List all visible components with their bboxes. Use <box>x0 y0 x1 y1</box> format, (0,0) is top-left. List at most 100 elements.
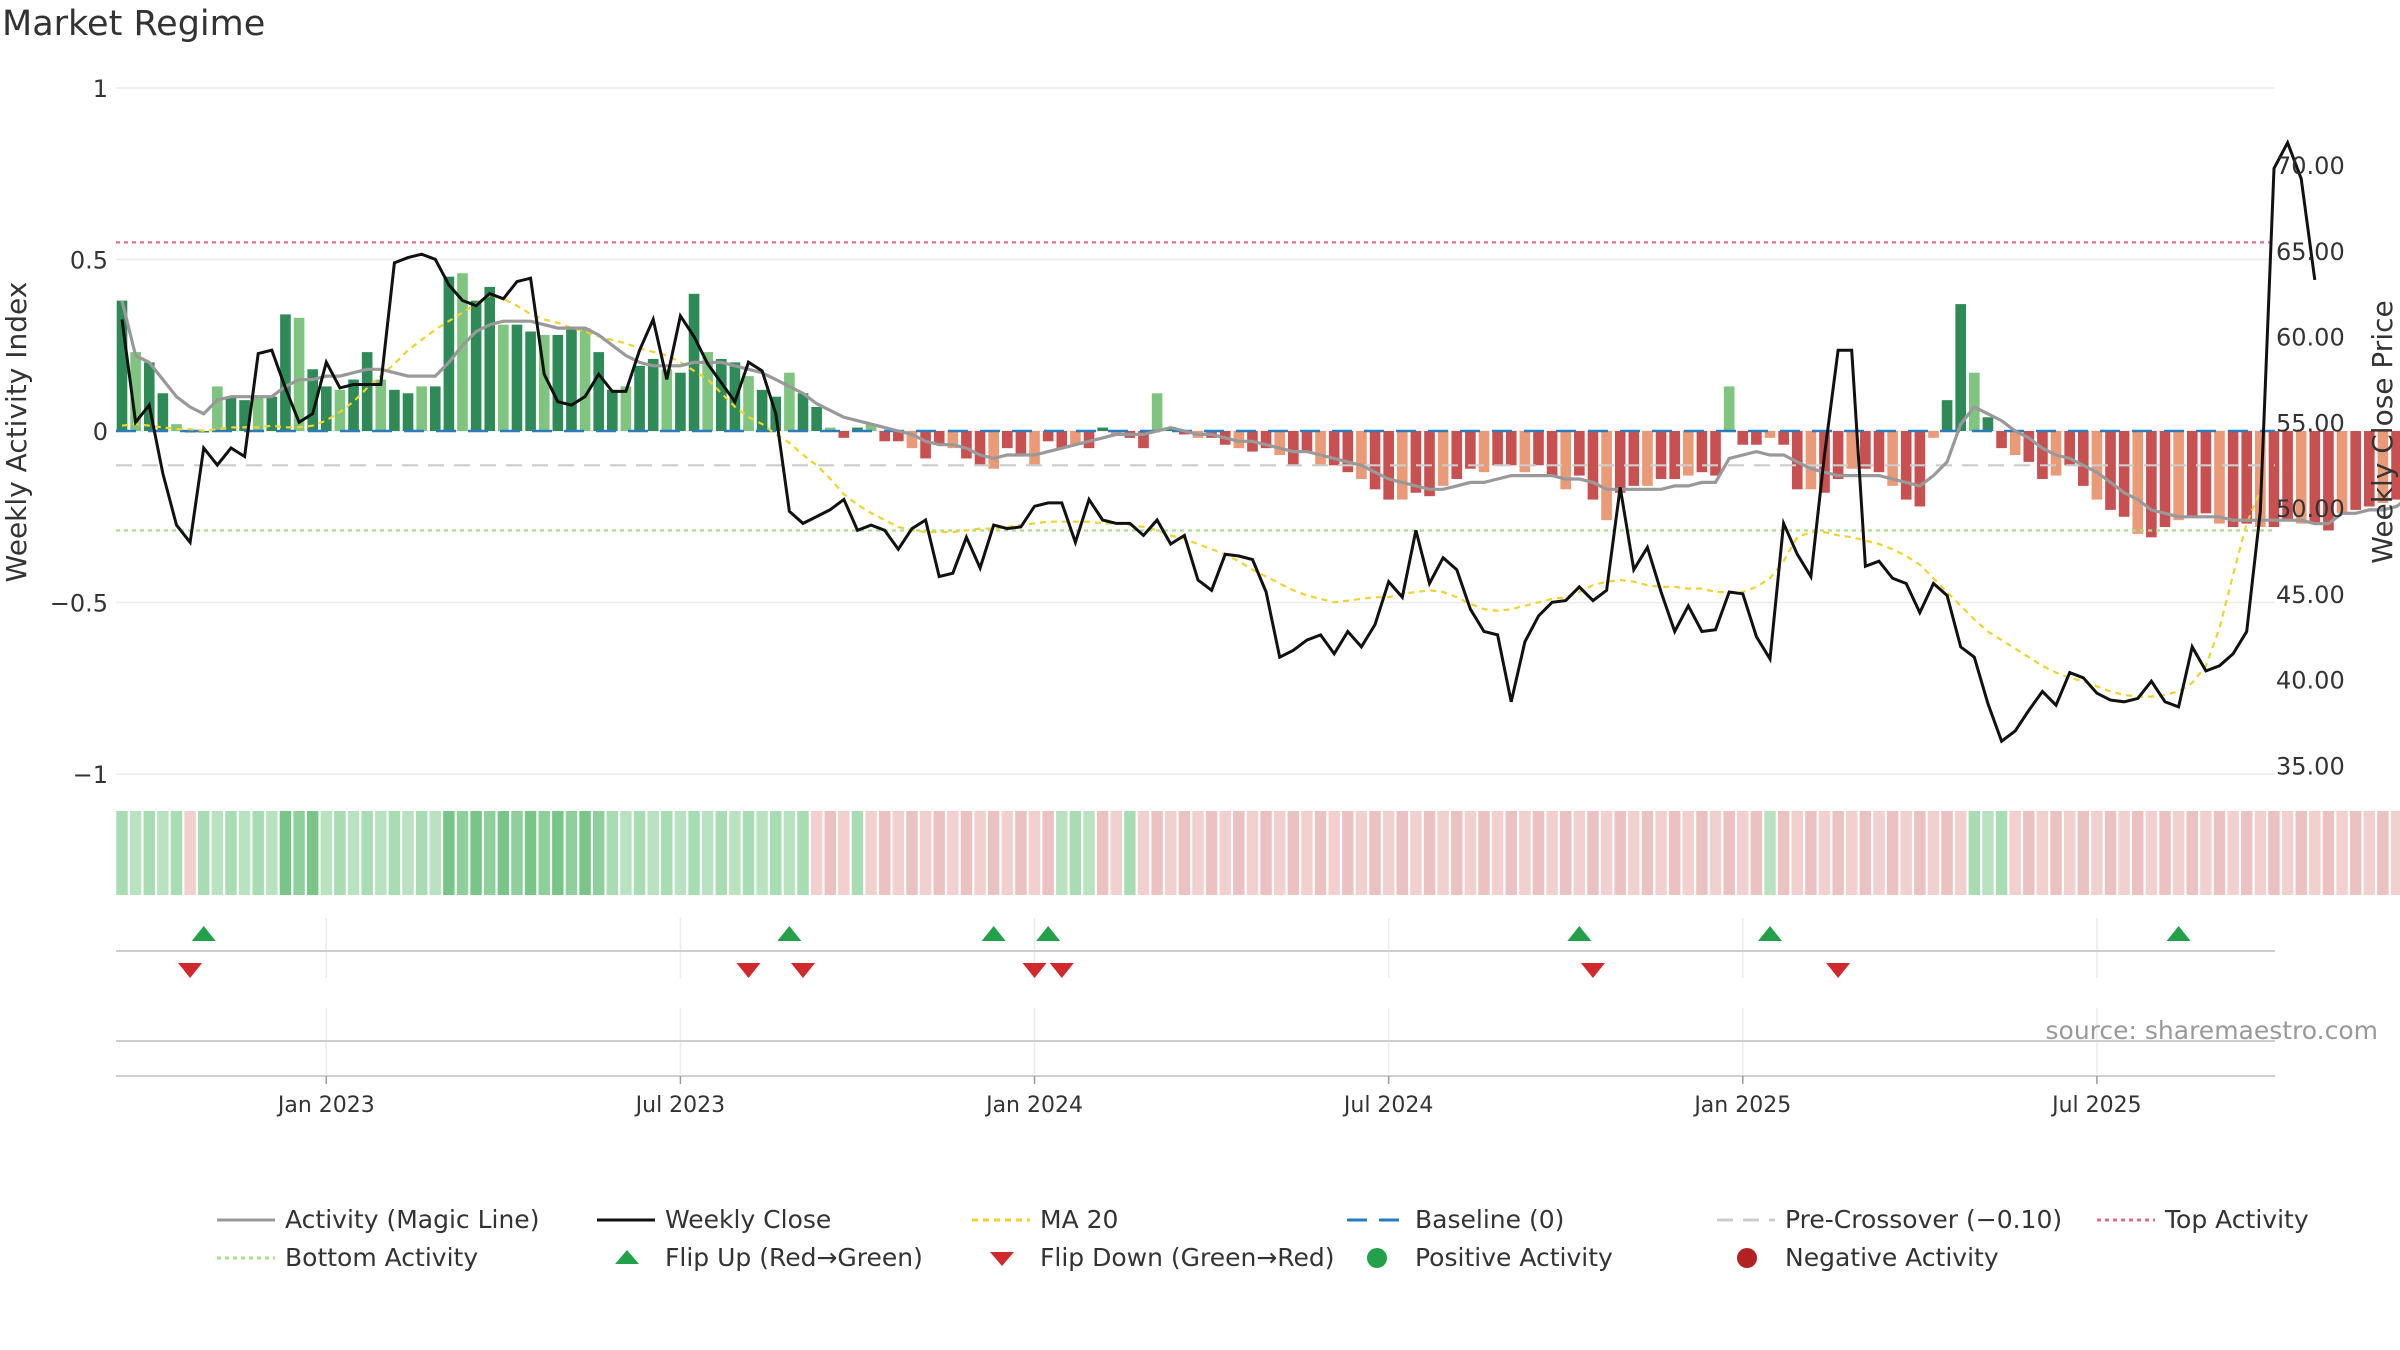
regime-cell <box>170 811 183 895</box>
regime-cell <box>484 811 496 895</box>
regime-cell <box>552 811 564 895</box>
regime-cell <box>1709 811 1722 895</box>
activity-bar <box>157 393 169 431</box>
activity-bar <box>1751 431 1762 445</box>
activity-bar <box>252 396 264 431</box>
activity-bar <box>2268 431 2280 528</box>
regime-cell <box>443 811 455 895</box>
activity-bar <box>2173 431 2184 521</box>
legend-swatch <box>597 1218 655 1222</box>
gridlines <box>116 87 2275 1074</box>
activity-bar <box>579 328 591 431</box>
regime-cell <box>1219 811 1231 895</box>
regime-cell <box>320 811 333 895</box>
regime-cell <box>1083 811 1095 895</box>
flip-markers <box>178 926 2191 978</box>
activity-bar <box>566 328 577 431</box>
activity-bar <box>1982 417 1994 431</box>
chart-title: Market Regime <box>2 4 266 44</box>
activity-bar <box>743 376 754 431</box>
regime-cell <box>1165 811 1177 895</box>
legend-swatch <box>217 1256 275 1260</box>
legend-label: Top Activity <box>2165 1205 2309 1234</box>
regime-cell <box>1532 811 1545 895</box>
activity-bar <box>443 276 455 431</box>
regime-cell <box>1396 811 1409 895</box>
regime-cell <box>2268 811 2280 895</box>
regime-cell <box>1546 811 1558 895</box>
activity-bar <box>2323 431 2334 531</box>
regime-cell <box>797 811 809 895</box>
activity-bar <box>920 431 931 459</box>
regime-cell <box>1124 811 1136 895</box>
legend-label: Pre-Crossover (−0.10) <box>1785 1205 2063 1234</box>
activity-bar <box>675 372 686 431</box>
regime-cell <box>647 811 659 895</box>
legend-label: Flip Down (Green→Red) <box>1040 1243 1335 1272</box>
regime-cell <box>892 811 905 895</box>
regime-cell <box>1451 811 1463 895</box>
activity-bar <box>756 389 768 431</box>
regime-cell <box>402 811 414 895</box>
regime-cell <box>987 811 1000 895</box>
activity-bar <box>389 389 400 431</box>
regime-cell <box>1614 811 1626 895</box>
activity-bar <box>1533 431 1544 466</box>
activity-bar <box>1315 431 1326 466</box>
activity-bar <box>2214 431 2225 524</box>
regime-cell <box>1355 811 1368 895</box>
regime-cell <box>1519 811 1531 895</box>
y2-tick-label: 65.00 <box>2276 238 2345 266</box>
regime-cell <box>1968 811 1981 895</box>
activity-bar <box>143 362 155 431</box>
activity-bar <box>1260 431 1272 449</box>
regime-cell <box>1260 811 1272 895</box>
regime-cell <box>838 811 850 895</box>
regime-cell <box>1900 811 1912 895</box>
regime-cell <box>742 811 755 895</box>
activity-bar <box>266 396 278 431</box>
regime-cell <box>2159 811 2171 895</box>
y2-tick-label: 40.00 <box>2276 667 2345 695</box>
activity-bar <box>1097 427 1108 431</box>
regime-cell <box>592 811 605 895</box>
regime-cell <box>2295 811 2307 895</box>
regime-cell <box>1001 811 1014 895</box>
regime-cell <box>2145 811 2158 895</box>
regime-cell <box>1028 811 1041 895</box>
regime-cell <box>2336 811 2348 895</box>
regime-cell <box>688 811 700 895</box>
regime-cell <box>238 811 251 895</box>
regime-cell <box>279 811 292 895</box>
activity-bar <box>906 431 918 449</box>
activity-bar <box>1369 431 1381 490</box>
regime-cell <box>1192 811 1204 895</box>
flip-up-marker <box>1036 926 1061 941</box>
activity-bar <box>2077 431 2089 486</box>
flip-down-marker <box>1022 963 1047 978</box>
activity-bar <box>1887 431 1898 486</box>
activity-bar <box>634 365 645 431</box>
activity-bar <box>1451 431 1463 480</box>
market-regime-chart: 1 0.5 0 −0.5 −1 70.00 65.00 60.00 55.00 50.00 45.0… <box>0 75 2400 1118</box>
activity-bar <box>525 331 536 431</box>
activity-bar <box>1015 431 1027 456</box>
regime-cell <box>2036 811 2049 895</box>
regime-strip <box>116 811 2400 895</box>
regime-cell <box>906 811 918 895</box>
legend: Activity (Magic Line) Weekly Close MA 20 Ba… <box>215 1205 2355 1285</box>
regime-cell <box>1151 811 1163 895</box>
regime-cell <box>2377 811 2389 895</box>
activity-bar <box>593 352 605 431</box>
x-tick-label: Jul 2023 <box>634 1093 726 1118</box>
legend-label: Flip Up (Red→Green) <box>665 1243 923 1272</box>
activity-bar <box>988 431 999 469</box>
activity-bar <box>1778 431 1789 445</box>
regime-cell <box>565 811 578 895</box>
axes: 1 0.5 0 −0.5 −1 70.00 65.00 60.00 55.00 50.00 45.0… <box>50 75 2345 1118</box>
activity-bar <box>484 286 496 431</box>
activity-bar <box>1151 393 1163 431</box>
activity-bar <box>1070 431 1081 445</box>
activity-bar <box>1437 431 1449 486</box>
flip-down-marker <box>1580 963 1605 978</box>
